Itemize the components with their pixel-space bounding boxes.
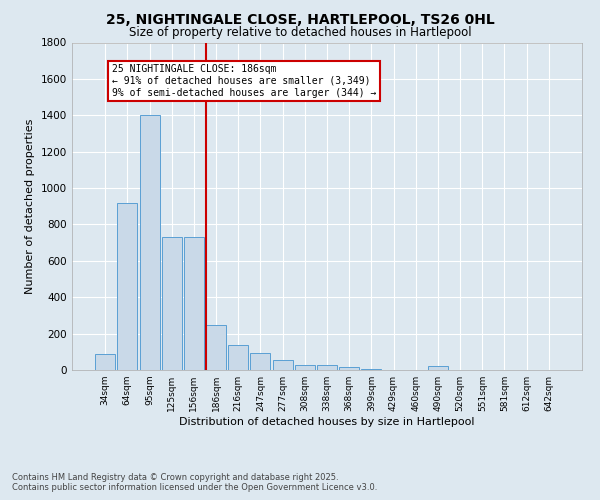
Bar bbox=[140, 116, 160, 370]
Bar bbox=[272, 360, 293, 370]
Y-axis label: Number of detached properties: Number of detached properties bbox=[25, 118, 35, 294]
X-axis label: Distribution of detached houses by size in Hartlepool: Distribution of detached houses by size … bbox=[179, 417, 475, 427]
Bar bbox=[95, 354, 115, 370]
Text: 25 NIGHTINGALE CLOSE: 186sqm
← 91% of detached houses are smaller (3,349)
9% of : 25 NIGHTINGALE CLOSE: 186sqm ← 91% of de… bbox=[112, 64, 376, 98]
Bar bbox=[295, 364, 315, 370]
Bar bbox=[184, 237, 204, 370]
Bar bbox=[428, 366, 448, 370]
Text: Size of property relative to detached houses in Hartlepool: Size of property relative to detached ho… bbox=[128, 26, 472, 39]
Bar bbox=[317, 366, 337, 370]
Bar bbox=[228, 344, 248, 370]
Text: 25, NIGHTINGALE CLOSE, HARTLEPOOL, TS26 0HL: 25, NIGHTINGALE CLOSE, HARTLEPOOL, TS26 … bbox=[106, 12, 494, 26]
Bar bbox=[162, 237, 182, 370]
Bar bbox=[206, 324, 226, 370]
Bar bbox=[339, 368, 359, 370]
Bar bbox=[250, 352, 271, 370]
Text: Contains HM Land Registry data © Crown copyright and database right 2025.
Contai: Contains HM Land Registry data © Crown c… bbox=[12, 473, 377, 492]
Bar bbox=[361, 369, 382, 370]
Bar bbox=[118, 202, 137, 370]
